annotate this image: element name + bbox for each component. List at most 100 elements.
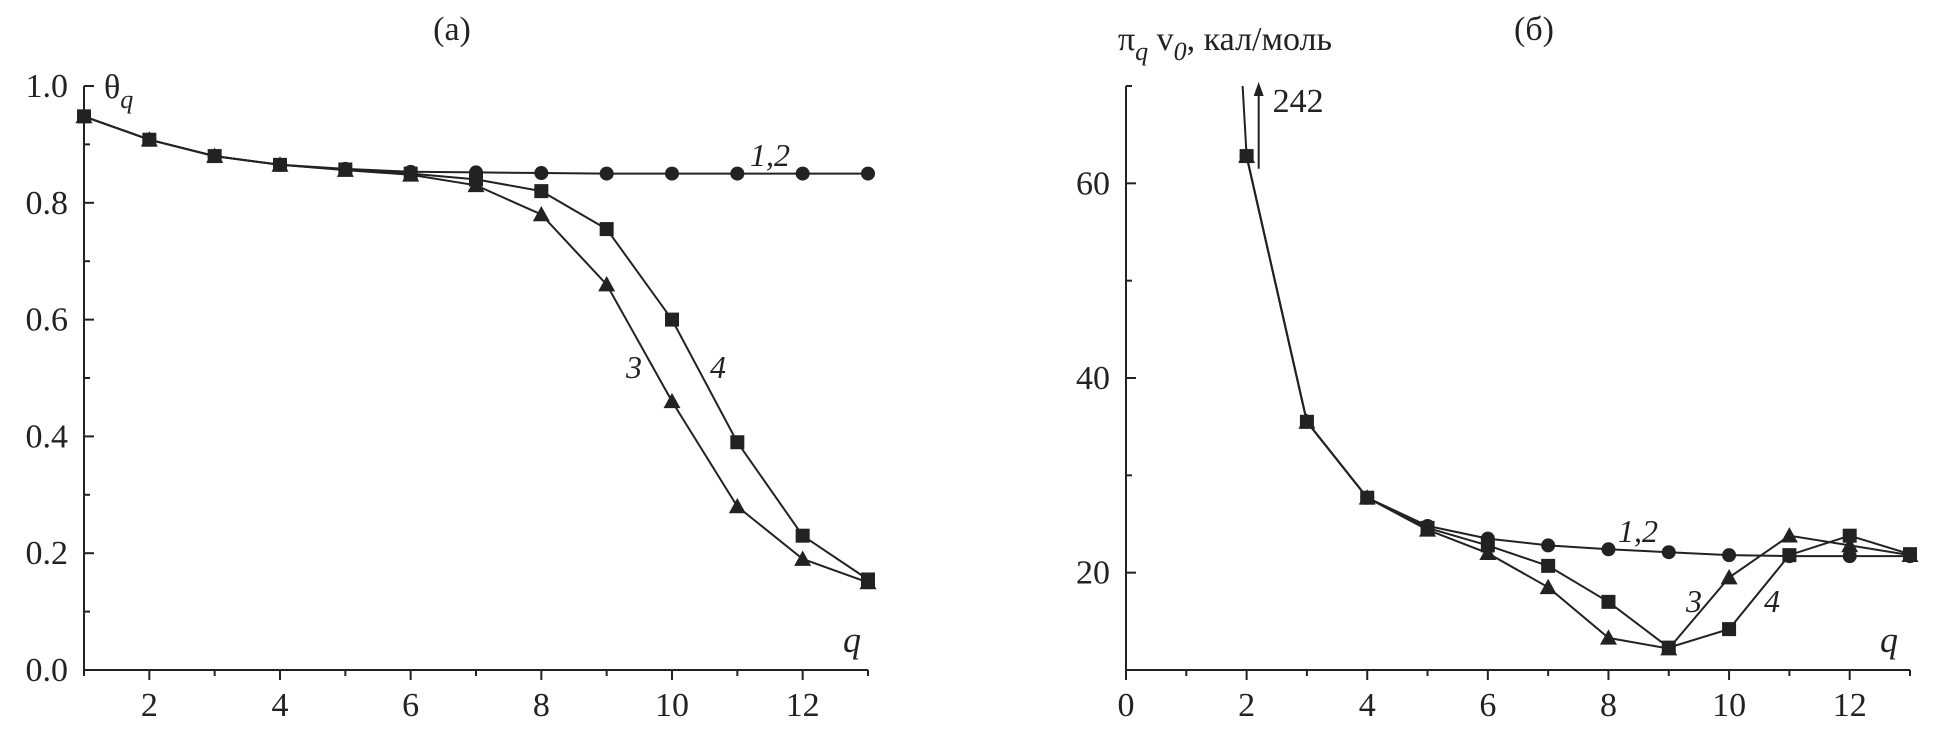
panel-b-off-scale-line xyxy=(1241,85,1248,157)
panel-a-y-axis-title-main: θ xyxy=(104,69,120,106)
panel-a-y-tick-label: 0.8 xyxy=(26,185,69,222)
panel-a-series-3-point xyxy=(599,222,614,237)
panel-b-series-3-point xyxy=(1782,548,1797,563)
panel-a-label-series-3: 3 xyxy=(625,349,642,385)
panel-b-series-2-point xyxy=(1599,629,1617,645)
panel-a-series-3-point xyxy=(273,157,287,172)
panel-a-series-3-point xyxy=(534,184,549,199)
panel-b-series-3-point xyxy=(1480,538,1495,553)
panel-b-x-tick-label: 12 xyxy=(1833,687,1867,724)
panel-b-annotation-text: 242 xyxy=(1273,83,1324,120)
panel-a-series-3-point xyxy=(469,172,483,187)
panel-a: (a) θq 2 4 6 8 10 12 0.00.20.40.60.81.0 q 1,2… xyxy=(26,11,877,724)
panel-a-y-axis-title-sub: q xyxy=(120,85,133,114)
panel-b-series-3-line xyxy=(1245,155,1911,649)
panel-a-series-3-point xyxy=(142,132,157,147)
panel-b-x-tick-label: 8 xyxy=(1600,687,1617,724)
panel-a-y-tick-label: 1.0 xyxy=(26,68,69,105)
panel-b-x-tick-label: 4 xyxy=(1359,687,1376,724)
panel-b-series xyxy=(1238,85,1919,656)
panel-b-series-1-point xyxy=(1541,538,1556,553)
panel-b-series-3-point xyxy=(1842,528,1857,543)
panel-a-x-tick-label: 6 xyxy=(402,687,419,724)
panel-b-x-tick-label: 6 xyxy=(1479,687,1496,724)
panel-a-series-3-point xyxy=(795,528,810,543)
panel-b-label-series-3: 3 xyxy=(1685,583,1702,619)
panel-a-series-1-point xyxy=(534,166,549,181)
panel-b-y-ticks: 20 40 60 xyxy=(1076,85,1136,671)
panel-b-y-tick-label: 40 xyxy=(1076,360,1110,397)
panel-b-x-tick-label: 0 xyxy=(1118,687,1135,724)
panel-b-series-2-point xyxy=(1539,578,1557,595)
panel-a-series-3-point xyxy=(77,109,91,124)
panel-b-series-2-point xyxy=(1780,527,1798,543)
panel-a-series-2-point xyxy=(794,550,812,566)
panel-b-series-2-line xyxy=(1245,155,1911,650)
panel-a-series-1-point xyxy=(730,166,745,181)
panel-b-series-1-line xyxy=(1245,155,1910,558)
panel-b-series-3-point xyxy=(1360,490,1375,505)
panel-b-annotation: 242 xyxy=(1253,82,1324,169)
panel-b-y-tick-label: 60 xyxy=(1076,165,1110,202)
panel-b-series-3-point xyxy=(1722,622,1737,637)
panel-a-series-1-point xyxy=(665,166,679,181)
panel-a-series-3-point xyxy=(861,572,875,587)
panel-b-title: (б) xyxy=(1514,11,1554,48)
panel-b-label-series-4: 4 xyxy=(1764,583,1780,619)
panel-a-series-1-point xyxy=(599,166,614,181)
panel-b-y-axis-title-main: π xyxy=(1118,21,1135,58)
panel-b-series-3-point xyxy=(1299,414,1314,429)
panel-b-x-tick-label: 2 xyxy=(1238,687,1255,724)
panel-a-y-axis-title: θq xyxy=(104,69,133,114)
panel-a-series-3-point xyxy=(207,149,222,164)
panel-a-x-tick-label: 4 xyxy=(272,687,289,724)
panel-a-series-3-point xyxy=(403,166,418,181)
panel-b-y-axis-title: πq v0, кал/моль xyxy=(1118,21,1332,66)
panel-b-series-3-point xyxy=(1420,520,1435,535)
panel-b-series-2-point xyxy=(1841,536,1859,553)
panel-b-annotation-arrow-head xyxy=(1253,82,1264,96)
panel-b-y-axis-title-unit: , кал/моль xyxy=(1187,21,1332,58)
panel-a-series-2-point xyxy=(598,276,616,292)
panel-a-y-ticks: 0.0 0.2 0.4 0.6 0.8 1.0 xyxy=(26,68,94,689)
panel-a-y-tick-label: 0.4 xyxy=(26,418,69,455)
panel-a-x-tick-label: 12 xyxy=(786,687,820,724)
panel-a-x-tick-label: 10 xyxy=(655,687,689,724)
panel-b-series-3-point xyxy=(1903,547,1917,562)
panel-a-series-3-point xyxy=(665,312,679,327)
panel-a-series-1-point xyxy=(861,166,875,181)
panel-b-series-3-point xyxy=(1601,594,1616,609)
panel-a-y-tick-label: 0.2 xyxy=(26,535,69,572)
panel-b-series-1-point xyxy=(1842,549,1857,564)
panel-b-label-series-1-2: 1,2 xyxy=(1618,513,1658,549)
panel-b-y-axis-title-v: v xyxy=(1148,21,1174,58)
panel-a-series-1-point xyxy=(795,166,810,181)
panel-a-y-tick-label: 0.6 xyxy=(26,302,69,339)
panel-a-series-2-point xyxy=(663,392,681,409)
panel-b-y-tick-label: 20 xyxy=(1076,555,1110,592)
panel-a-series xyxy=(75,107,877,590)
panel-b-series-1-point xyxy=(1661,545,1676,560)
panel-b-x-ticks: 0 2 4 6 8 10 12 xyxy=(1118,670,1911,724)
panel-a-x-tick-label: 8 xyxy=(533,687,550,724)
panel-b-series-2-point xyxy=(1720,569,1738,585)
panel-a-label-series-4: 4 xyxy=(710,349,726,385)
panel-a-title: (a) xyxy=(433,11,471,48)
panel-b-series-1-point xyxy=(1601,542,1616,557)
panel-b-y-axis-title-sub: q xyxy=(1135,37,1148,66)
panel-a-series-3-point xyxy=(338,162,353,177)
panel-a-x-tick-label: 2 xyxy=(141,687,158,724)
panel-b-series-3-point xyxy=(1541,558,1556,573)
panel-a-label-series-1-2: 1,2 xyxy=(750,137,790,173)
panel-b-series-3-point xyxy=(1661,640,1676,655)
panel-a-y-tick-label: 0.0 xyxy=(26,652,69,689)
panel-a-x-axis-title: q xyxy=(843,620,861,660)
panel-b-y-axis-title-v-sub: 0 xyxy=(1174,37,1187,66)
panel-b-x-axis-title: q xyxy=(1880,620,1898,660)
panel-a-series-2-point xyxy=(532,205,550,222)
panel-b-x-tick-label: 10 xyxy=(1712,687,1746,724)
panel-a-series-3-point xyxy=(730,435,745,450)
panel-b-series-1-point xyxy=(1722,548,1737,563)
